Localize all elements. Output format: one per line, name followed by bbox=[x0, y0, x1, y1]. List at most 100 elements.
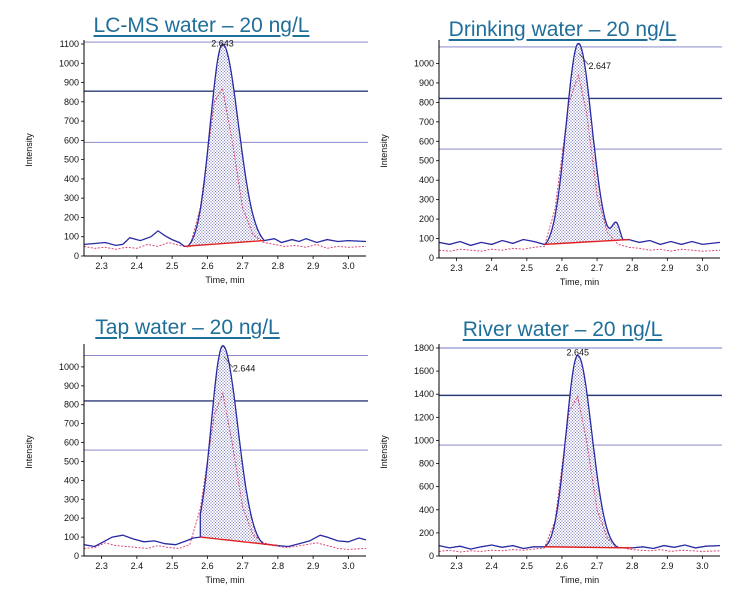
x-tick-label: 2.6 bbox=[556, 561, 569, 571]
y-tick-label: 0 bbox=[429, 551, 434, 561]
y-tick-label: 900 bbox=[64, 381, 79, 391]
peak-area bbox=[184, 44, 264, 247]
x-tick-label: 2.3 bbox=[450, 263, 463, 273]
y-tick-label: 200 bbox=[419, 214, 434, 224]
y-tick-label: 900 bbox=[419, 78, 434, 88]
x-tick-label: 2.9 bbox=[307, 261, 320, 271]
x-tick-label: 2.6 bbox=[201, 261, 214, 271]
chart-title[interactable]: LC-MS water – 20 ng/L bbox=[93, 14, 310, 37]
chart-title[interactable]: Drinking water – 20 ng/L bbox=[448, 18, 677, 41]
x-tick-label: 2.7 bbox=[236, 261, 249, 271]
y-tick-label: 800 bbox=[64, 400, 79, 410]
chart-plot: 0 100 200 300 400 500 600 700 800 900 1000 1100 2.3 2… bbox=[24, 39, 368, 285]
x-axis-label: Time, min bbox=[560, 575, 599, 585]
y-tick-label: 0 bbox=[74, 251, 79, 261]
chart-tap-water: Tap water – 20 ng/L 0 100 200 300 400 500 600 7… bbox=[0, 298, 375, 596]
y-tick-label: 100 bbox=[64, 232, 79, 242]
y-tick-label: 500 bbox=[419, 156, 434, 166]
integration-baseline bbox=[544, 238, 629, 246]
x-axis-label: Time, min bbox=[560, 277, 599, 287]
x-axis-label: Time, min bbox=[205, 275, 244, 285]
x-tick-label: 2.4 bbox=[485, 263, 498, 273]
trace-blue bbox=[83, 43, 367, 248]
y-tick-label: 900 bbox=[64, 78, 79, 88]
y-tick-label: 200 bbox=[419, 528, 434, 538]
chart-lcms-water: LC-MS water – 20 ng/L 0 100 200 300 400 500 60… bbox=[0, 0, 375, 298]
x-tick-label: 2.7 bbox=[236, 561, 249, 571]
x-axis-label: Time, min bbox=[205, 575, 244, 585]
y-tick-label: 1600 bbox=[414, 366, 434, 376]
trace-blue bbox=[438, 42, 721, 247]
y-tick-label: 100 bbox=[64, 532, 79, 542]
x-tick-label: 2.6 bbox=[201, 561, 214, 571]
peak-label: 2.645 bbox=[566, 348, 589, 358]
x-tick-label: 2.5 bbox=[521, 561, 534, 571]
y-tick-label: 1000 bbox=[59, 58, 79, 68]
x-tick-label: 2.6 bbox=[556, 263, 569, 273]
y-axis-label: Intensity bbox=[24, 133, 34, 167]
y-tick-label: 1100 bbox=[60, 39, 79, 49]
y-tick-label: 1000 bbox=[59, 362, 79, 372]
y-tick-label: 1000 bbox=[414, 58, 434, 68]
x-tick-label: 2.5 bbox=[521, 263, 534, 273]
y-tick-label: 400 bbox=[419, 175, 434, 185]
x-tick-label: 2.3 bbox=[95, 261, 108, 271]
y-tick-label: 300 bbox=[64, 494, 79, 504]
peak-label: 2.644 bbox=[233, 364, 256, 374]
y-tick-label: 0 bbox=[74, 551, 79, 561]
chart-title[interactable]: River water – 20 ng/L bbox=[462, 318, 663, 341]
y-tick-label: 300 bbox=[419, 195, 434, 205]
chart-river-water: River water – 20 ng/L 0 200 400 600 800 1000 1… bbox=[375, 298, 750, 596]
x-tick-label: 2.4 bbox=[485, 561, 498, 571]
y-tick-label: 200 bbox=[64, 513, 79, 523]
x-tick-label: 3.0 bbox=[342, 561, 355, 571]
y-tick-label: 700 bbox=[419, 117, 434, 127]
y-tick-label: 600 bbox=[419, 136, 434, 146]
y-tick-label: 800 bbox=[419, 459, 434, 469]
y-tick-label: 600 bbox=[64, 438, 79, 448]
trace-red bbox=[438, 73, 721, 252]
x-tick-label: 2.3 bbox=[95, 561, 108, 571]
integration-baseline bbox=[184, 239, 264, 248]
y-axis-label: Intensity bbox=[379, 435, 389, 469]
integration-baseline bbox=[200, 536, 278, 547]
x-tick-label: 2.8 bbox=[272, 561, 285, 571]
y-tick-label: 700 bbox=[64, 116, 79, 126]
trace-red bbox=[438, 395, 721, 553]
y-tick-label: 1400 bbox=[414, 389, 434, 399]
chart-title[interactable]: Tap water – 20 ng/L bbox=[95, 316, 280, 339]
y-tick-label: 100 bbox=[419, 234, 434, 244]
y-tick-label: 600 bbox=[64, 135, 79, 145]
y-axis-label: Intensity bbox=[24, 435, 34, 469]
x-tick-label: 2.7 bbox=[591, 561, 604, 571]
y-tick-label: 0 bbox=[429, 253, 434, 263]
x-tick-label: 3.0 bbox=[696, 263, 709, 273]
y-tick-label: 500 bbox=[64, 456, 79, 466]
x-tick-label: 3.0 bbox=[696, 561, 709, 571]
x-tick-label: 2.9 bbox=[661, 561, 674, 571]
x-tick-label: 2.8 bbox=[626, 263, 639, 273]
x-tick-label: 2.4 bbox=[131, 561, 144, 571]
y-tick-label: 200 bbox=[64, 212, 79, 222]
peak-label: 2.647 bbox=[588, 61, 611, 71]
x-tick-label: 2.7 bbox=[591, 263, 604, 273]
y-tick-label: 1200 bbox=[414, 412, 434, 422]
x-tick-label: 2.8 bbox=[272, 261, 285, 271]
x-tick-label: 2.9 bbox=[661, 263, 674, 273]
peak-label: 2.643 bbox=[211, 39, 234, 49]
y-tick-label: 500 bbox=[64, 155, 79, 165]
chart-plot: 0 100 200 300 400 500 600 700 800 900 1000 2.3 2.4 2.… bbox=[379, 40, 722, 287]
chart-plot: 0 100 200 300 400 500 600 700 800 900 1000 2.3 2.4 2.… bbox=[24, 344, 368, 585]
y-tick-label: 300 bbox=[64, 193, 79, 203]
y-tick-label: 600 bbox=[419, 482, 434, 492]
peak-area bbox=[200, 345, 278, 546]
chart-plot: 0 200 400 600 800 1000 1200 1400 1600 1800 2.3 2.4 2… bbox=[379, 343, 722, 585]
x-tick-label: 2.9 bbox=[307, 561, 320, 571]
x-tick-label: 2.4 bbox=[131, 261, 144, 271]
y-axis-label: Intensity bbox=[379, 134, 389, 168]
trace-red bbox=[83, 391, 367, 550]
y-tick-label: 1800 bbox=[414, 343, 434, 353]
x-tick-label: 3.0 bbox=[342, 261, 355, 271]
y-tick-label: 1000 bbox=[414, 435, 434, 445]
x-tick-label: 2.3 bbox=[450, 561, 463, 571]
